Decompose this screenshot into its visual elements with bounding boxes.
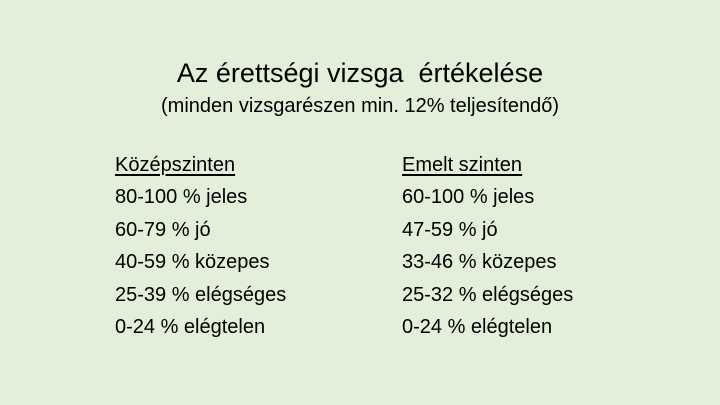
grade-line: 25-32 % elégséges (402, 283, 574, 306)
column-heading: Középszinten (115, 154, 236, 176)
grade-line: 40-59 % közepes (115, 251, 270, 273)
grade-line: 60-100 % jeles (402, 186, 535, 208)
slide-title: Az érettségi vizsga értékelése (176, 58, 544, 88)
grade-line: 33-46 % közepes (402, 251, 557, 273)
grade-line: 60-79 % jó (115, 218, 211, 241)
column-emelt-szint: Emelt szinten 60-100 % jeles 47-59 % jó … (402, 149, 573, 344)
grade-line: 47-59 % jó (402, 218, 498, 241)
grade-line: 25-39 % elégséges (115, 283, 287, 306)
column-kozepszint: Középszinten 80-100 % jeles 60-79 % jó 4… (115, 149, 286, 344)
grade-line: 80-100 % jeles (115, 186, 248, 208)
grade-line: 0-24 % elégtelen (115, 316, 266, 338)
slide-subtitle: (minden vizsgarészen min. 12% teljesíten… (161, 95, 559, 117)
grade-line: 0-24 % elégtelen (402, 316, 553, 338)
column-heading: Emelt szinten (402, 154, 523, 176)
